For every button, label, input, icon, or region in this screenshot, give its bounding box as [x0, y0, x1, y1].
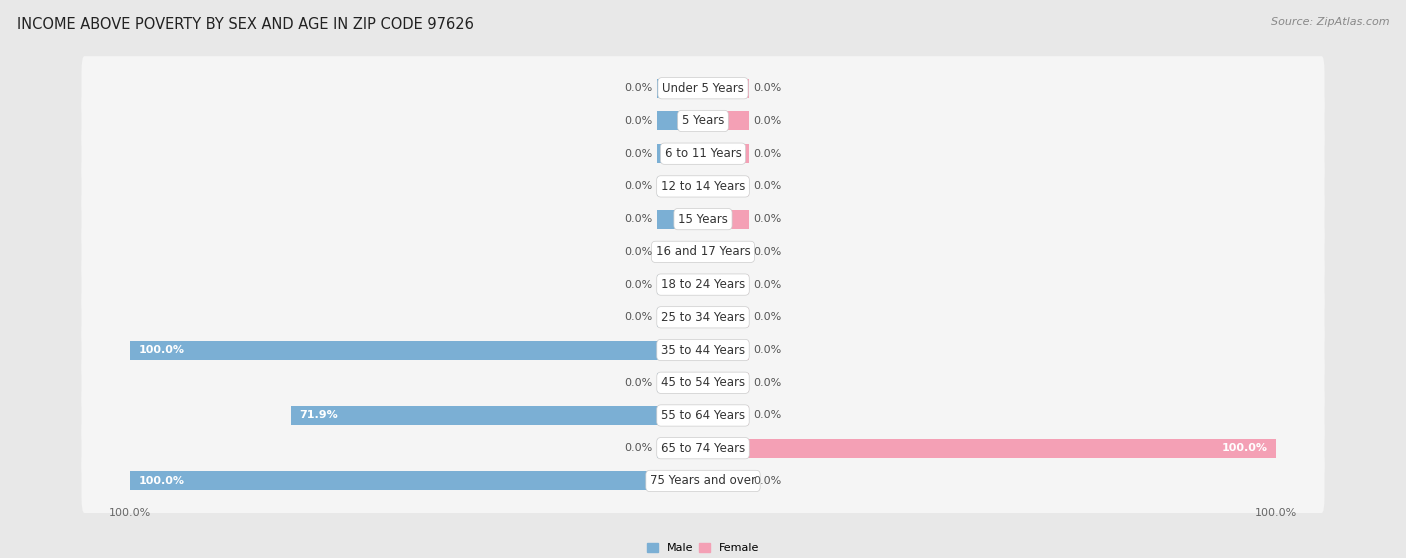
Text: Source: ZipAtlas.com: Source: ZipAtlas.com	[1271, 17, 1389, 27]
Bar	[291, 406, 703, 425]
Text: 0.0%: 0.0%	[624, 443, 652, 453]
Text: 35 to 44 Years: 35 to 44 Years	[661, 344, 745, 357]
Bar	[657, 308, 703, 327]
Text: 0.0%: 0.0%	[754, 312, 782, 323]
Text: 0.0%: 0.0%	[754, 247, 782, 257]
Text: 0.0%: 0.0%	[754, 181, 782, 191]
Text: 0.0%: 0.0%	[754, 214, 782, 224]
Text: 0.0%: 0.0%	[754, 378, 782, 388]
Text: 0.0%: 0.0%	[754, 476, 782, 486]
FancyBboxPatch shape	[82, 449, 1324, 513]
Legend: Male, Female: Male, Female	[647, 543, 759, 553]
Bar	[657, 112, 703, 131]
Text: 0.0%: 0.0%	[754, 148, 782, 158]
Bar	[131, 472, 703, 490]
Text: 0.0%: 0.0%	[754, 411, 782, 421]
Bar	[703, 112, 749, 131]
Text: 5 Years: 5 Years	[682, 114, 724, 127]
Bar	[703, 373, 749, 392]
Text: 0.0%: 0.0%	[624, 312, 652, 323]
Text: 0.0%: 0.0%	[624, 280, 652, 290]
Text: 12 to 14 Years: 12 to 14 Years	[661, 180, 745, 193]
Text: 100.0%: 100.0%	[139, 345, 184, 355]
Bar	[657, 439, 703, 458]
Text: 0.0%: 0.0%	[624, 378, 652, 388]
Bar	[703, 177, 749, 196]
Bar	[657, 210, 703, 229]
FancyBboxPatch shape	[82, 383, 1324, 448]
Text: 0.0%: 0.0%	[624, 148, 652, 158]
Bar	[657, 275, 703, 294]
Text: 16 and 17 Years: 16 and 17 Years	[655, 246, 751, 258]
Text: INCOME ABOVE POVERTY BY SEX AND AGE IN ZIP CODE 97626: INCOME ABOVE POVERTY BY SEX AND AGE IN Z…	[17, 17, 474, 32]
Text: 0.0%: 0.0%	[754, 280, 782, 290]
FancyBboxPatch shape	[82, 220, 1324, 284]
Text: 0.0%: 0.0%	[754, 116, 782, 126]
Text: 0.0%: 0.0%	[754, 83, 782, 93]
Bar	[131, 340, 703, 359]
Text: 18 to 24 Years: 18 to 24 Years	[661, 278, 745, 291]
Text: 71.9%: 71.9%	[299, 411, 339, 421]
Bar	[657, 144, 703, 163]
FancyBboxPatch shape	[82, 350, 1324, 415]
FancyBboxPatch shape	[82, 122, 1324, 186]
Text: 100.0%: 100.0%	[139, 476, 184, 486]
Text: Under 5 Years: Under 5 Years	[662, 81, 744, 95]
Text: 15 Years: 15 Years	[678, 213, 728, 225]
Text: 100.0%: 100.0%	[1222, 443, 1267, 453]
Bar	[703, 308, 749, 327]
Bar	[703, 242, 749, 261]
FancyBboxPatch shape	[82, 318, 1324, 382]
Bar	[703, 275, 749, 294]
FancyBboxPatch shape	[82, 416, 1324, 480]
Text: 65 to 74 Years: 65 to 74 Years	[661, 442, 745, 455]
Bar	[657, 373, 703, 392]
Bar	[703, 144, 749, 163]
Bar	[703, 340, 749, 359]
FancyBboxPatch shape	[82, 285, 1324, 349]
Bar	[703, 406, 749, 425]
Text: 0.0%: 0.0%	[624, 116, 652, 126]
FancyBboxPatch shape	[82, 187, 1324, 251]
Text: 75 Years and over: 75 Years and over	[650, 474, 756, 488]
Text: 0.0%: 0.0%	[624, 83, 652, 93]
Bar	[657, 79, 703, 98]
Text: 0.0%: 0.0%	[754, 345, 782, 355]
Bar	[657, 177, 703, 196]
Text: 55 to 64 Years: 55 to 64 Years	[661, 409, 745, 422]
Text: 0.0%: 0.0%	[624, 181, 652, 191]
Text: 0.0%: 0.0%	[624, 247, 652, 257]
Text: 6 to 11 Years: 6 to 11 Years	[665, 147, 741, 160]
Bar	[657, 242, 703, 261]
Text: 25 to 34 Years: 25 to 34 Years	[661, 311, 745, 324]
FancyBboxPatch shape	[82, 155, 1324, 219]
Bar	[703, 79, 749, 98]
FancyBboxPatch shape	[82, 56, 1324, 121]
Bar	[703, 472, 749, 490]
FancyBboxPatch shape	[82, 89, 1324, 153]
Bar	[703, 210, 749, 229]
Text: 0.0%: 0.0%	[624, 214, 652, 224]
FancyBboxPatch shape	[82, 253, 1324, 316]
Text: 45 to 54 Years: 45 to 54 Years	[661, 376, 745, 389]
Bar	[703, 439, 1275, 458]
